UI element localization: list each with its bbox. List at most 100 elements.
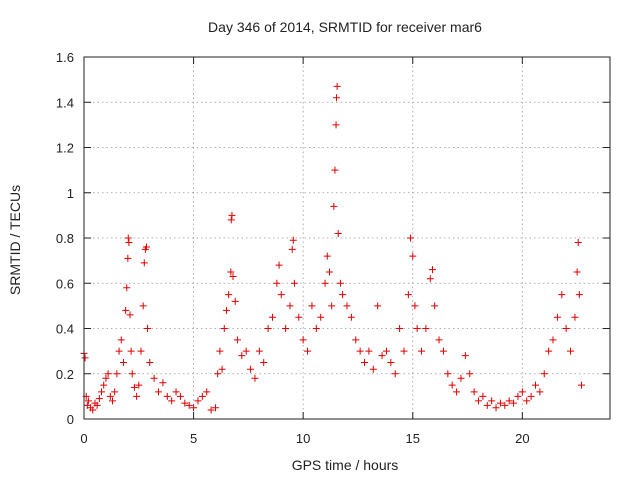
data-point (123, 284, 131, 292)
data-point (125, 239, 133, 247)
data-point (496, 399, 504, 407)
data-point (142, 243, 150, 251)
data-point (108, 397, 116, 405)
data-point (365, 347, 373, 355)
data-point (242, 347, 250, 355)
data-point (426, 275, 434, 283)
y-tick-label: 1.2 (56, 141, 74, 156)
data-point (479, 392, 487, 400)
data-point (117, 336, 125, 344)
data-point (95, 395, 103, 403)
data-point (352, 336, 360, 344)
data-point (573, 268, 581, 276)
data-point (290, 279, 298, 287)
data-point (100, 381, 108, 389)
data-point (369, 365, 377, 373)
data-point (260, 358, 268, 366)
data-point (545, 347, 553, 355)
data-point (289, 236, 297, 244)
data-point (409, 252, 417, 260)
axis-ticks: 0 0.2 0.4 0.6 0.8 1 1.2 1.4 1.6 0 5 10 15 20 (56, 50, 610, 446)
data-point (332, 94, 340, 102)
data-point (150, 374, 158, 382)
data-point (104, 370, 112, 378)
data-point (190, 404, 198, 412)
data-point (531, 381, 539, 389)
data-point (273, 279, 281, 287)
y-tick-label: 1.4 (56, 95, 74, 110)
data-point (168, 397, 176, 405)
data-point (575, 291, 583, 299)
y-tick-label: 0 (67, 412, 74, 427)
data-point (111, 388, 119, 396)
data-point (137, 347, 145, 355)
data-point (214, 370, 222, 378)
data-point (144, 325, 152, 332)
data-point (325, 268, 333, 276)
data-point (238, 352, 246, 360)
data-point (268, 313, 276, 321)
data-point (387, 358, 395, 366)
data-point (518, 388, 526, 396)
y-tick-label: 0.4 (56, 322, 74, 337)
data-point (185, 401, 193, 409)
data-point (228, 211, 236, 219)
data-point (553, 313, 561, 321)
data-point (431, 302, 439, 310)
data-point (317, 313, 325, 321)
x-tick-label: 5 (190, 431, 197, 446)
data-point (295, 313, 303, 321)
data-point (140, 259, 148, 267)
data-point (135, 381, 143, 389)
data-point (549, 336, 557, 344)
data-point (514, 392, 522, 400)
data-point (404, 291, 412, 299)
data-point (461, 352, 469, 360)
data-point (222, 306, 230, 314)
data-point (527, 392, 535, 400)
x-tick-label: 10 (296, 431, 310, 446)
data-point (505, 397, 513, 405)
data-point (558, 291, 566, 299)
data-point (212, 404, 219, 412)
data-point (155, 388, 163, 396)
data-point (231, 297, 239, 305)
data-point (181, 399, 189, 407)
data-point (176, 392, 184, 400)
y-tick-label: 0.2 (56, 367, 74, 382)
data-point (255, 347, 263, 355)
data-point (233, 336, 241, 344)
data-point (312, 325, 320, 332)
data-point (347, 313, 355, 321)
data-point (124, 234, 132, 242)
data-point (98, 388, 106, 396)
data-point (277, 291, 285, 299)
data-point (422, 325, 430, 332)
data-point (328, 302, 336, 310)
data-point (89, 406, 97, 414)
data-point (428, 266, 436, 274)
data-point (227, 216, 235, 224)
data-point (466, 370, 474, 378)
data-point (378, 352, 386, 360)
x-tick-label: 15 (406, 431, 420, 446)
chart-title: Day 346 of 2014, SRMTID for receiver mar… (208, 19, 482, 35)
data-point (510, 399, 518, 407)
data-point (194, 397, 202, 405)
data-point (251, 374, 259, 382)
data-point (333, 82, 341, 90)
data-point (264, 325, 272, 332)
y-tick-label: 0.8 (56, 231, 74, 246)
data-point (334, 229, 342, 237)
data-points (80, 82, 586, 414)
data-point (102, 374, 110, 382)
data-point (332, 121, 340, 129)
data-point (122, 306, 130, 314)
data-point (81, 354, 89, 362)
data-point (453, 388, 461, 396)
data-point (308, 302, 316, 310)
data-point (163, 392, 171, 400)
data-point (203, 388, 211, 396)
data-point (119, 358, 127, 366)
